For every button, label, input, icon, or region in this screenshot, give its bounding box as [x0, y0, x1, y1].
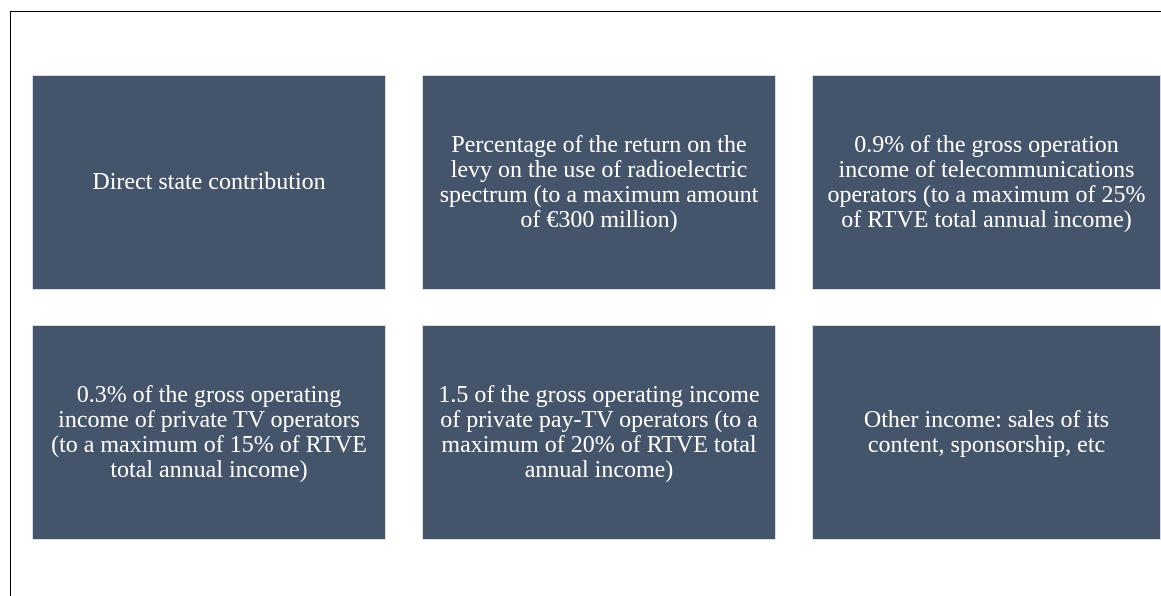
- box-text: Percentage of the return on the levy on …: [439, 131, 759, 233]
- box-text: Direct state contribution: [92, 169, 326, 195]
- box: 1.5 of the gross operating income of pri…: [422, 325, 776, 540]
- box: 0.3% of the gross operating income of pr…: [32, 325, 386, 540]
- box-text: 0.9% of the gross operation income of te…: [827, 131, 1146, 233]
- box-text: Other income: sales of its content, spon…: [863, 406, 1110, 458]
- box-text: 1.5 of the gross operating income of pri…: [438, 381, 760, 483]
- box-text: 0.3% of the gross operating income of pr…: [51, 381, 367, 483]
- box: Percentage of the return on the levy on …: [422, 75, 776, 290]
- box: Other income: sales of its content, spon…: [812, 325, 1161, 540]
- box: 0.9% of the gross operation income of te…: [812, 75, 1161, 290]
- box: Direct state contribution: [32, 75, 386, 290]
- frame: [10, 11, 1161, 596]
